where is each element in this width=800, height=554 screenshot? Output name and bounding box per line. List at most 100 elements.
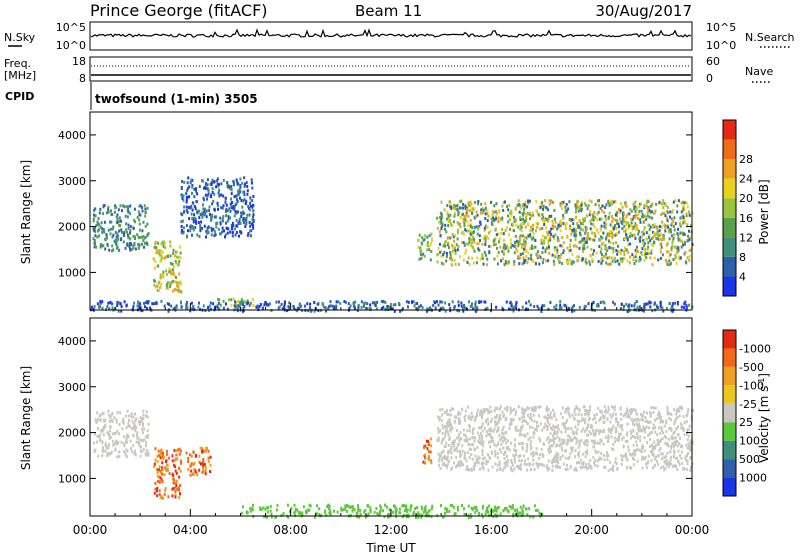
heatmap-cell [238, 304, 241, 308]
heatmap-cell [455, 446, 458, 450]
heatmap-cell [653, 234, 656, 238]
heatmap-cell [191, 216, 194, 220]
heatmap-cell [603, 221, 606, 225]
heatmap-cell [175, 484, 178, 488]
heatmap-cell [471, 436, 474, 440]
heatmap-cell [623, 253, 626, 256]
heatmap-cell [486, 209, 489, 213]
heatmap-cell [585, 463, 588, 467]
heatmap-cell [116, 221, 119, 225]
heatmap-cell [638, 305, 641, 309]
heatmap-cell [440, 504, 442, 507]
heatmap-cell [446, 210, 449, 214]
heatmap-cell [116, 440, 119, 444]
heatmap-cell [638, 259, 640, 263]
heatmap-cell [661, 457, 663, 461]
heatmap-cell [500, 436, 503, 440]
heatmap-cell [685, 212, 688, 216]
heatmap-cell [519, 252, 522, 256]
heatmap-cell [678, 409, 681, 413]
heatmap-cell [476, 459, 479, 462]
heatmap-cell [620, 220, 623, 224]
heatmap-cell [174, 493, 177, 497]
heatmap-cell [124, 246, 127, 250]
heatmap-cell [293, 306, 295, 310]
heatmap-cell [470, 506, 473, 510]
heatmap-cell [121, 420, 124, 424]
heatmap-cell [192, 228, 195, 232]
heatmap-cell [584, 451, 587, 454]
heatmap-cell [459, 223, 461, 227]
heatmap-cell [525, 249, 528, 253]
heatmap-cell [640, 209, 643, 213]
heatmap-cell [470, 453, 473, 456]
heatmap-cell [389, 305, 392, 309]
heatmap-cell [210, 215, 212, 219]
heatmap-cell [585, 411, 588, 415]
heatmap-cell [612, 227, 615, 230]
heatmap-cell [599, 301, 602, 304]
heatmap-cell [114, 448, 117, 452]
heatmap-cell [635, 253, 638, 257]
heatmap-cell [156, 455, 159, 458]
heatmap-cell [145, 435, 148, 438]
colorbar-swatch [723, 159, 736, 179]
heatmap-cell [605, 203, 608, 207]
heatmap-cell [259, 303, 262, 306]
heatmap-cell [157, 264, 160, 268]
heatmap-cell [102, 428, 105, 432]
heatmap-cell [477, 439, 480, 443]
heatmap-cell [571, 446, 574, 450]
heatmap-cell [146, 242, 149, 246]
heatmap-cell [472, 443, 474, 447]
heatmap-cell [165, 255, 168, 259]
heatmap-cell [133, 243, 136, 247]
heatmap-cell [443, 445, 446, 448]
heatmap-cell [676, 409, 679, 413]
heatmap-cell [116, 245, 119, 249]
heatmap-cell [453, 212, 456, 216]
heatmap-cell [649, 420, 652, 424]
heatmap-cell [649, 225, 652, 229]
heatmap-cell [175, 281, 178, 285]
heatmap-cell [99, 301, 102, 305]
heatmap-cell [625, 452, 627, 456]
heatmap-cell [496, 456, 499, 460]
heatmap-cell [639, 412, 642, 416]
heatmap-cell [468, 429, 471, 433]
heatmap-cell [159, 453, 162, 457]
heatmap-cell [605, 252, 607, 256]
heatmap-cell [660, 438, 662, 442]
heatmap-cell [583, 201, 586, 205]
heatmap-cell [482, 262, 485, 266]
heatmap-cell [674, 301, 677, 305]
heatmap-cell [679, 231, 682, 235]
heatmap-cell [531, 211, 534, 215]
heatmap-cell [488, 251, 491, 255]
heatmap-cell [218, 188, 221, 192]
heatmap-cell [550, 416, 553, 420]
heatmap-cell [196, 473, 199, 477]
heatmap-cell [551, 224, 554, 228]
heatmap-cell [195, 189, 198, 193]
heatmap-cell [248, 220, 251, 224]
heatmap-cell [560, 446, 563, 450]
heatmap-cell [160, 252, 163, 256]
heatmap-cell [548, 238, 551, 241]
heatmap-cell [564, 304, 567, 307]
heatmap-cell [648, 215, 651, 219]
heatmap-cell [113, 416, 116, 420]
heatmap-cell [485, 253, 487, 257]
heatmap-cell [654, 426, 657, 430]
heatmap-cell [209, 182, 212, 186]
heatmap-cell [143, 427, 146, 431]
heatmap-cell [654, 232, 657, 236]
heatmap-cell [217, 182, 220, 186]
heatmap-cell [453, 419, 456, 423]
heatmap-cell [618, 433, 621, 437]
heatmap-cell [380, 307, 383, 310]
heatmap-cell [646, 211, 649, 215]
heatmap-cell [574, 455, 577, 459]
heatmap-cell [645, 252, 648, 256]
heatmap-cell [154, 260, 157, 263]
